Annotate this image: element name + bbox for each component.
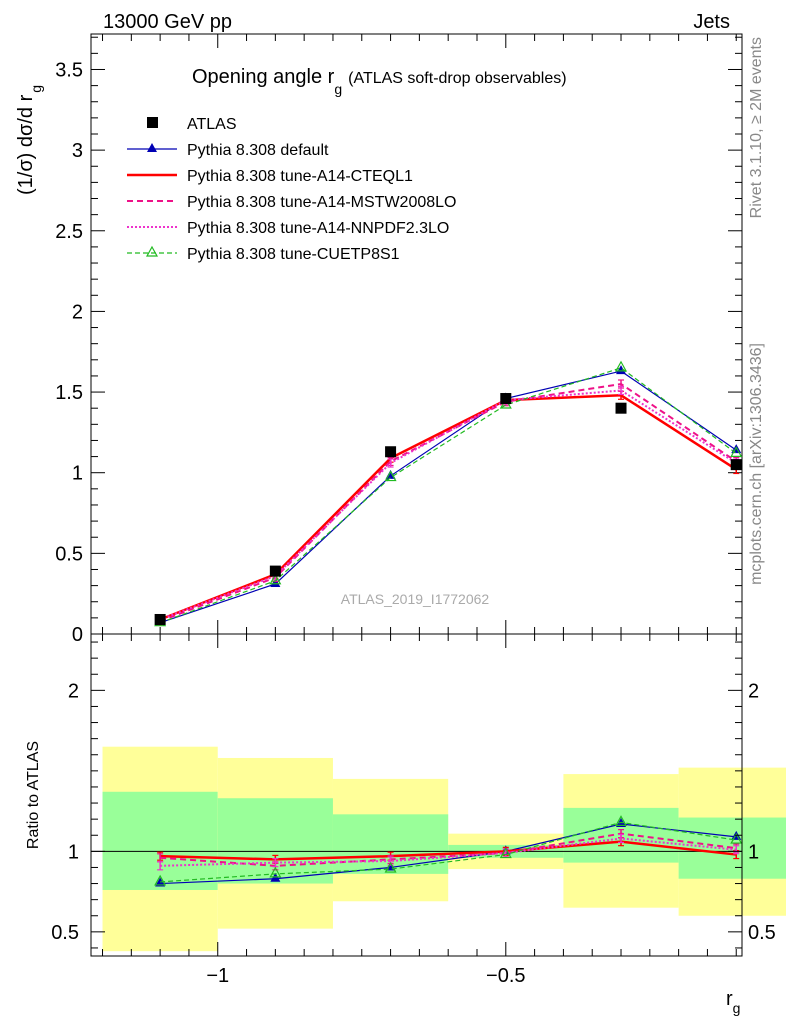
main-line-cuetp8s1 — [159, 367, 737, 624]
ratio-x-ticks: −1 −0.5 — [102, 634, 737, 987]
main-line-cteql1 — [159, 394, 737, 621]
main-y-ticks: 0 0.5 1 1.5 2 2.5 3 3.5 — [55, 36, 742, 646]
ratio-frame — [90, 633, 743, 957]
legend-marker-atlas — [147, 117, 158, 128]
ratio-point-cuetp8s1 — [154, 874, 167, 886]
ratio-y-tick-label: 2 — [68, 680, 79, 702]
ratio-line-cteql1 — [160, 840, 737, 861]
legend-label-atlas: ATLAS — [187, 116, 237, 133]
inner-uncertainty-band — [102, 791, 218, 890]
main-series-group — [154, 360, 743, 627]
ratio-y-tick-label: 0.5 — [51, 922, 79, 944]
atlas-data-point — [615, 402, 627, 414]
main-point-cuetp8s1 — [614, 360, 628, 372]
mcplots-label: mcplots.cern.ch [arXiv:1306.3436] — [748, 343, 765, 585]
ratio-point-cuetp8s1 — [269, 866, 282, 878]
ratio-panel: 0.5 0.5 1 1 2 2 −1 −0.5 Ratio to ATLAS rg — [25, 633, 786, 1016]
legend-label-mstw2008lo: Pythia 8.308 tune-A14-MSTW2008LO — [187, 194, 456, 211]
atlas-data-points — [154, 393, 742, 625]
ratio-y-tick-label: 1 — [68, 841, 79, 863]
legend: ATLAS Pythia 8.308 default Pythia 8.308 … — [127, 116, 456, 263]
ratio-series-group — [154, 815, 743, 887]
rivet-version-label: Rivet 3.1.10, ≥ 2M events — [748, 37, 765, 218]
x-tick-label: −0.5 — [486, 965, 525, 987]
main-point-default — [270, 578, 281, 587]
x-axis-label: rg — [726, 988, 740, 1016]
legend-label-cteql1: Pythia 8.308 tune-A14-CTEQL1 — [187, 168, 413, 185]
ratio-y-tick-label-right: 2 — [748, 680, 759, 702]
legend-marker-cuetp8s1 — [145, 245, 159, 257]
plot-title: Opening angle rg(ATLAS soft-drop observa… — [192, 66, 567, 97]
main-x-ticks — [102, 34, 737, 634]
ratio-y-tick-label-right: 0.5 — [748, 922, 776, 944]
main-y-tick-label: 0.5 — [55, 543, 83, 565]
main-point-cuetp8s1 — [384, 470, 397, 482]
inner-uncertainty-band — [217, 798, 333, 884]
main-y-tick-label: 3 — [72, 140, 83, 162]
ratio-y-tick-label-right: 1 — [748, 841, 759, 863]
ratio-line-cuetp8s1 — [160, 821, 737, 883]
main-point-default — [731, 444, 742, 454]
ratio-point-cuetp8s1 — [499, 847, 512, 859]
main-point-default — [616, 365, 627, 375]
header-category: Jets — [693, 11, 730, 33]
ratio-line-nnpdf23lo — [160, 837, 737, 867]
main-y-tick-label: 2.5 — [55, 221, 83, 243]
atlas-data-point — [269, 565, 281, 577]
legend-label-default: Pythia 8.308 default — [187, 142, 329, 159]
legend-label-cuetp8s1: Pythia 8.308 tune-CUETP8S1 — [187, 246, 400, 263]
main-y-axis-label: (1/σ) dσ/d rg — [15, 85, 44, 195]
ratio-point-cuetp8s1 — [614, 815, 628, 826]
atlas-data-point — [730, 459, 742, 471]
main-y-tick-label: 3.5 — [55, 59, 83, 81]
ratio-y-ticks: 0.5 0.5 1 1 2 2 — [51, 641, 776, 949]
ratio-point-default — [155, 877, 166, 887]
main-y-tick-label: 1 — [72, 463, 83, 485]
ratio-line-default — [160, 823, 737, 885]
main-panel: 0 0.5 1 1.5 2 2.5 3 3.5 ATLAS_2019_I1772062 Ope… — [15, 33, 743, 646]
main-y-tick-label: 0 — [72, 624, 83, 646]
main-y-tick-label: 1.5 — [55, 382, 83, 404]
analysis-watermark: ATLAS_2019_I1772062 — [341, 591, 490, 607]
legend-label-nnpdf23lo: Pythia 8.308 tune-A14-NNPDF2.3LO — [187, 220, 449, 237]
main-y-tick-label: 2 — [72, 301, 83, 323]
ratio-line-mstw2008lo — [160, 832, 737, 867]
atlas-data-point — [154, 613, 166, 625]
atlas-data-point — [385, 446, 397, 458]
main-line-mstw2008lo — [159, 382, 737, 623]
ratio-point-cuetp8s1 — [384, 861, 397, 873]
main-line-default — [159, 370, 737, 624]
ratio-point-cuetp8s1 — [730, 832, 743, 844]
main-point-cuetp8s1 — [269, 573, 282, 585]
legend-marker-default — [147, 143, 157, 152]
ratio-y-axis-label: Ratio to ATLAS — [25, 741, 42, 849]
header-process: 13000 GeV pp — [103, 11, 232, 33]
x-tick-label: −1 — [206, 965, 229, 987]
atlas-data-point — [500, 393, 512, 405]
main-point-cuetp8s1 — [730, 446, 743, 457]
